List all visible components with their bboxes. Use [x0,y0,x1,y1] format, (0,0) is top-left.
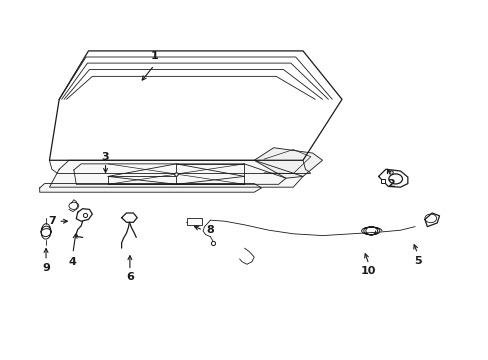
Text: 6: 6 [126,272,134,282]
Polygon shape [40,184,261,192]
Polygon shape [122,213,137,222]
Text: 9: 9 [42,263,50,273]
Text: 7: 7 [48,216,56,226]
Text: 5: 5 [413,256,421,266]
Polygon shape [424,213,439,226]
Polygon shape [49,51,341,160]
Polygon shape [76,209,92,221]
Text: 4: 4 [69,257,77,267]
Polygon shape [378,169,407,187]
Polygon shape [254,148,322,178]
Polygon shape [49,160,303,187]
Text: 2: 2 [386,179,394,189]
Bar [186,219,201,225]
Text: 3: 3 [102,152,109,162]
Text: 10: 10 [361,266,376,276]
Text: 1: 1 [150,51,158,61]
Text: 8: 8 [206,225,214,235]
